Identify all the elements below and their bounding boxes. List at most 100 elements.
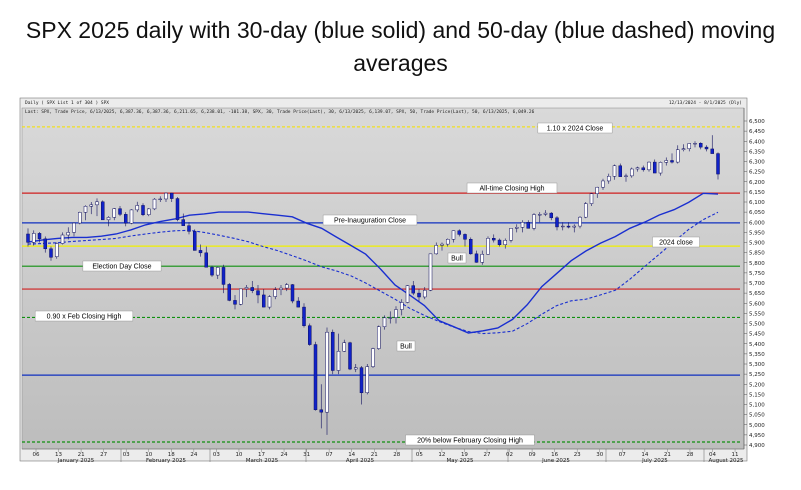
candle-body (124, 214, 128, 224)
candle-body (296, 300, 300, 308)
candle-body (658, 162, 663, 174)
x-tick-label: 31 (303, 452, 310, 458)
candle-body (377, 326, 381, 349)
x-tick-label: 23 (574, 452, 581, 458)
candle-body (233, 300, 237, 305)
candle-body (526, 222, 530, 229)
plot-area (21, 107, 745, 450)
candle-body (221, 267, 226, 285)
x-tick-label: 30 (596, 452, 603, 458)
level-label-box (34, 310, 134, 322)
month-label: January 2025 (57, 458, 95, 464)
candle-body (520, 222, 525, 228)
y-tick-label: 6,100 (749, 200, 765, 206)
level-label-box (537, 122, 613, 134)
y-tick-label: 5,200 (749, 382, 765, 388)
level-label-box (405, 434, 535, 446)
candle-body (474, 253, 479, 263)
candle-body (676, 149, 680, 163)
candle-body (687, 143, 691, 149)
x-tick-label: 11 (732, 452, 739, 458)
candle-body (538, 214, 542, 216)
y-tick-label: 5,050 (749, 413, 765, 419)
candle-body (55, 243, 59, 257)
candle-body (503, 240, 507, 245)
candle-body (566, 225, 571, 228)
candle-body (359, 367, 364, 394)
y-tick-label: 5,450 (749, 332, 765, 338)
y-tick-label: 6,300 (749, 160, 765, 166)
level-label: 2024 close (659, 240, 693, 247)
candle-body (457, 230, 461, 235)
x-tick-label: 16 (551, 452, 558, 458)
candle-body (216, 267, 220, 276)
candle-body (572, 225, 576, 228)
candle-body (26, 233, 30, 243)
candle-body (210, 266, 214, 276)
candle-body (308, 325, 312, 345)
candle-body (446, 239, 450, 245)
candle-body (693, 143, 697, 145)
candle-body (66, 232, 70, 236)
candle-body (664, 160, 668, 163)
candle-body (112, 208, 116, 218)
candle-body (250, 287, 254, 291)
bull-label-box (396, 340, 416, 352)
month-label: June 2025 (541, 458, 570, 464)
level-label-box (652, 236, 700, 248)
candle-body (400, 302, 404, 310)
y-tick-label: 4,900 (749, 443, 765, 449)
y-tick-label: 5,000 (749, 423, 765, 429)
candle-body (290, 284, 295, 302)
candle-body (336, 350, 341, 371)
candle-body (129, 209, 134, 224)
candle-body (72, 222, 76, 233)
candle-body (239, 288, 243, 305)
month-label: August 2025 (709, 458, 744, 464)
x-tick-label: 04 (709, 452, 716, 458)
candle-body (509, 228, 513, 241)
month-label: February 2025 (146, 458, 187, 464)
x-tick-label: 09 (529, 452, 536, 458)
y-tick-label: 5,750 (749, 271, 765, 277)
candle-body (497, 239, 502, 245)
candle-body (118, 208, 122, 215)
candle-body (204, 252, 208, 268)
x-tick-label: 24 (281, 452, 288, 458)
y-tick-label: 5,700 (749, 281, 765, 287)
candle-body (267, 296, 272, 308)
candle-body (635, 167, 640, 170)
y-tick-label: 6,200 (749, 180, 765, 186)
candle-body (595, 186, 599, 194)
candle-body (670, 160, 674, 163)
candle-body (704, 146, 709, 150)
header-range-note: 12/13/2024 - 8/1/2025 (Dly) (669, 100, 742, 106)
candle-body (152, 198, 157, 210)
candle-body (607, 176, 611, 182)
y-tick-label: 5,900 (749, 241, 765, 247)
y-tick-label: 6,400 (749, 139, 765, 145)
candle-body (32, 233, 36, 243)
y-tick-label: 5,500 (749, 322, 765, 328)
y-tick-label: 5,400 (749, 342, 765, 348)
candle-body (187, 225, 191, 232)
candle-body (411, 285, 415, 294)
x-tick-label: 06 (33, 452, 40, 458)
candle-body (89, 204, 93, 207)
y-tick-label: 5,250 (749, 372, 765, 378)
x-tick-label: 07 (619, 452, 626, 458)
x-tick-label: 24 (190, 452, 197, 458)
candle-body (319, 409, 323, 413)
candle-body (135, 205, 139, 211)
y-tick-label: 6,000 (749, 220, 765, 226)
candle-body (589, 193, 594, 204)
candle-body (555, 217, 559, 228)
y-tick-label: 5,350 (749, 352, 765, 358)
level-label: Election Day Close (92, 264, 151, 271)
candle-body (170, 192, 174, 199)
candle-body (325, 331, 329, 413)
candle-body (417, 292, 421, 298)
candle-body (198, 250, 203, 254)
y-tick-label: 6,350 (749, 149, 765, 155)
